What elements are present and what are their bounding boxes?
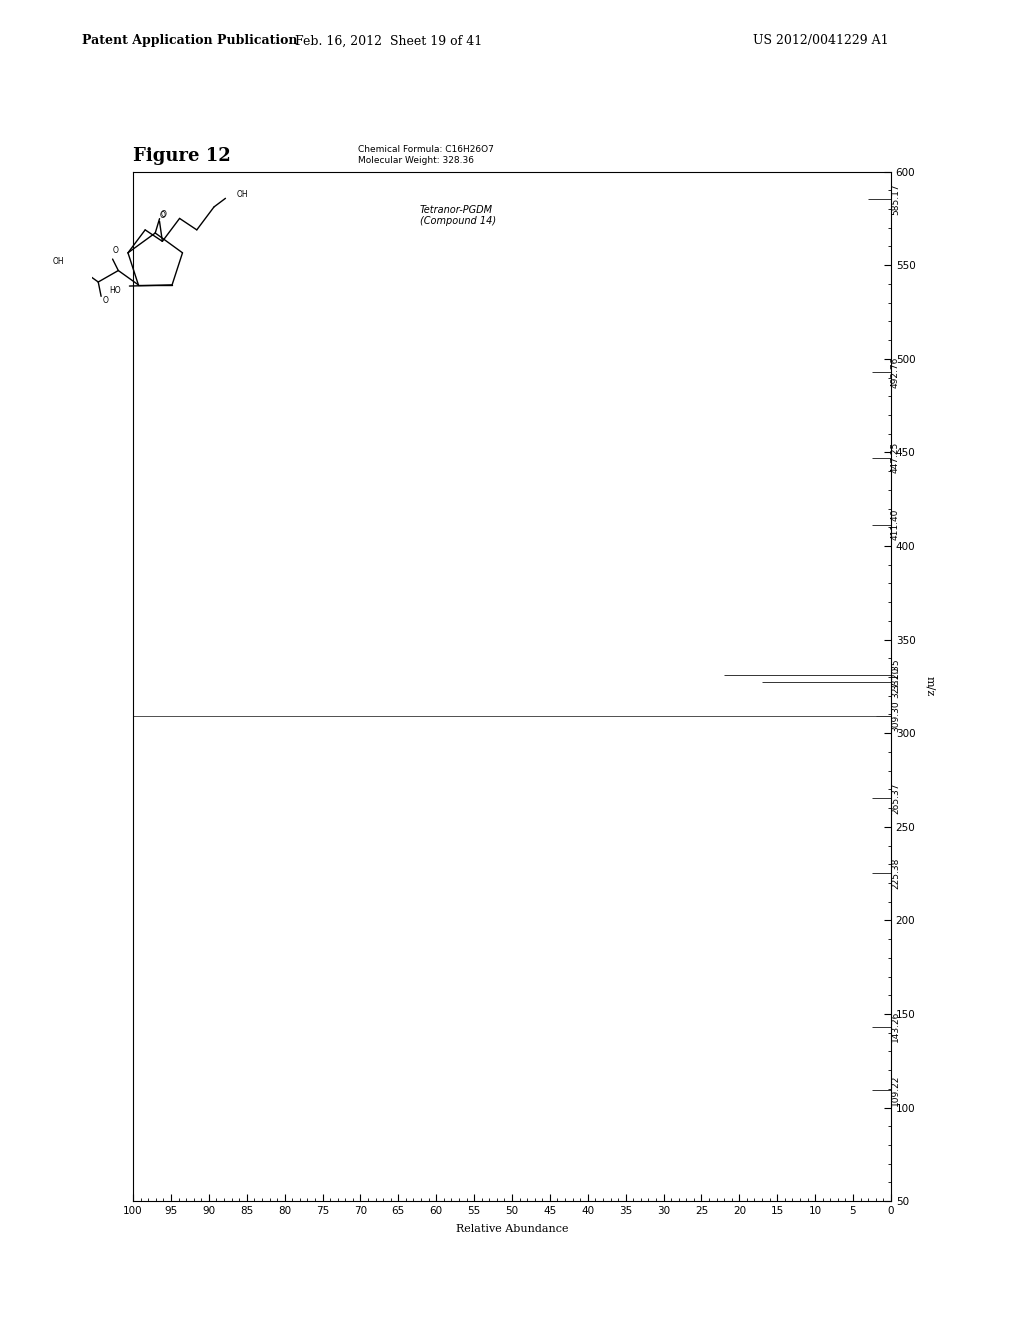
Text: HO: HO: [110, 286, 121, 294]
Y-axis label: m/z: m/z: [925, 676, 935, 697]
Text: OH: OH: [237, 190, 249, 198]
Text: 265.37: 265.37: [891, 783, 900, 813]
Text: 447.25: 447.25: [891, 442, 900, 473]
Text: 109.22: 109.22: [891, 1074, 900, 1106]
Text: OH: OH: [52, 257, 63, 267]
Text: 331.35: 331.35: [891, 659, 900, 690]
Text: O: O: [113, 246, 119, 255]
Text: O: O: [160, 211, 165, 220]
Text: 492.76: 492.76: [891, 356, 900, 388]
Text: 143.26: 143.26: [891, 1011, 900, 1043]
Text: 309.30: 309.30: [891, 700, 900, 731]
Text: Chemical Formula: C16H26O7
Molecular Weight: 328.36: Chemical Formula: C16H26O7 Molecular Wei…: [358, 145, 495, 165]
Text: Feb. 16, 2012  Sheet 19 of 41: Feb. 16, 2012 Sheet 19 of 41: [296, 34, 482, 48]
Text: US 2012/0041229 A1: US 2012/0041229 A1: [753, 34, 888, 48]
Text: Tetranor-PGDM
(Compound 14): Tetranor-PGDM (Compound 14): [420, 205, 496, 226]
Text: O: O: [102, 296, 109, 305]
Text: Patent Application Publication: Patent Application Publication: [82, 34, 297, 48]
X-axis label: Relative Abundance: Relative Abundance: [456, 1225, 568, 1234]
Text: 585.17: 585.17: [891, 183, 900, 215]
Text: 225.38: 225.38: [891, 857, 900, 888]
Text: 411.40: 411.40: [891, 510, 900, 540]
Text: 327.20: 327.20: [891, 667, 900, 698]
Text: O: O: [161, 210, 167, 219]
Text: Figure 12: Figure 12: [133, 147, 230, 165]
